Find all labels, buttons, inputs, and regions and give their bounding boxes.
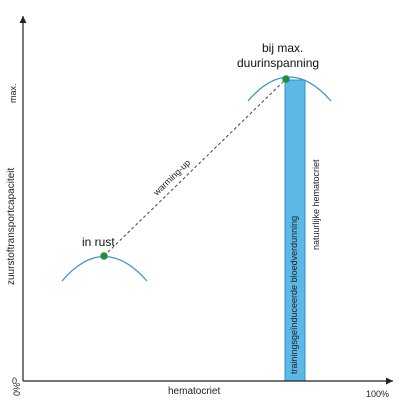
max-effort-point bbox=[282, 75, 290, 83]
blood-thinning-label: trainingsgeïnduceerde bloedverdunning bbox=[289, 216, 299, 374]
y-axis-zero-label: 0 bbox=[12, 376, 17, 386]
x-axis-end-label: 100% bbox=[366, 389, 389, 399]
warming-up-label: warming-up bbox=[151, 158, 192, 199]
max-label-line1: bij max. bbox=[262, 41, 303, 55]
natural-hematocrit-label: natuurlijke hematocriet bbox=[311, 159, 321, 250]
y-axis-max-label: max. bbox=[8, 83, 18, 103]
rest-label: in rust bbox=[82, 235, 115, 249]
rest-point bbox=[100, 252, 108, 260]
warming-up-line bbox=[103, 78, 287, 257]
max-effort-curve bbox=[247, 76, 332, 102]
rest-curve bbox=[61, 256, 148, 282]
x-axis-start-label: 0% bbox=[12, 383, 22, 396]
max-label-line2: duurinspanning bbox=[237, 56, 319, 70]
x-axis-title: hematocriet bbox=[168, 386, 220, 397]
y-axis-title: zuurstoftransportcapaciteit bbox=[6, 167, 17, 285]
